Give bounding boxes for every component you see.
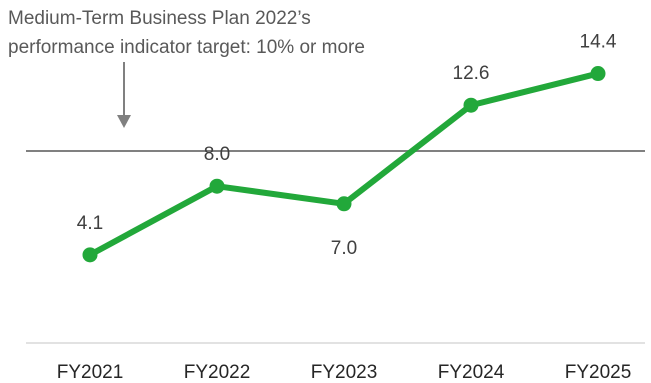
data-point bbox=[590, 66, 606, 82]
target-annotation-line-2: performance indicator target: 10% or mor… bbox=[8, 37, 365, 58]
x-tick-label: FY2021 bbox=[57, 362, 124, 383]
data-label: 4.1 bbox=[77, 213, 103, 234]
data-point bbox=[463, 97, 479, 113]
x-tick-label: FY2024 bbox=[438, 362, 505, 383]
data-point bbox=[209, 178, 225, 194]
target-annotation-line-1: Medium-Term Business Plan 2022’s bbox=[8, 8, 311, 29]
data-label: 7.0 bbox=[331, 238, 357, 259]
x-tick-label: FY2022 bbox=[184, 362, 251, 383]
plot-area: 4.1 8.0 7.0 12.6 14.4 FY2021 FY2022 FY2023 FY202… bbox=[57, 32, 632, 383]
x-tick-label: FY2025 bbox=[565, 362, 632, 383]
data-label: 14.4 bbox=[580, 32, 617, 53]
data-point bbox=[336, 196, 352, 212]
data-point bbox=[82, 247, 98, 263]
x-tick-label: FY2023 bbox=[311, 362, 378, 383]
data-label: 12.6 bbox=[453, 63, 490, 84]
target-arrow-head bbox=[117, 115, 131, 128]
target-annotation: Medium-Term Business Plan 2022’s perform… bbox=[8, 8, 365, 128]
series-line bbox=[87, 70, 601, 258]
data-label: 8.0 bbox=[204, 144, 230, 165]
